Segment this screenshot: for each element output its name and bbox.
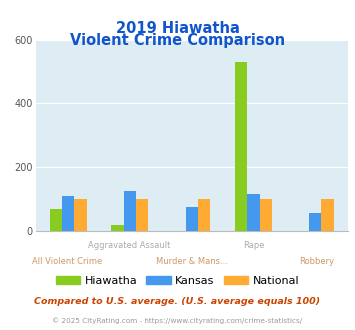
Bar — [75, 199, 87, 231]
Bar — [111, 225, 124, 231]
Bar — [124, 191, 136, 231]
Bar — [136, 199, 148, 231]
Legend: Hiawatha, Kansas, National: Hiawatha, Kansas, National — [51, 271, 304, 290]
Bar — [247, 194, 260, 231]
Bar — [50, 209, 62, 231]
Text: © 2025 CityRating.com - https://www.cityrating.com/crime-statistics/: © 2025 CityRating.com - https://www.city… — [53, 317, 302, 324]
Text: Compared to U.S. average. (U.S. average equals 100): Compared to U.S. average. (U.S. average … — [34, 297, 321, 307]
Bar — [260, 199, 272, 231]
Bar — [198, 199, 210, 231]
Text: All Violent Crime: All Violent Crime — [32, 257, 102, 266]
Bar — [309, 214, 321, 231]
Text: Robbery: Robbery — [299, 257, 334, 266]
Bar — [321, 199, 334, 231]
Text: Violent Crime Comparison: Violent Crime Comparison — [70, 33, 285, 48]
Bar — [235, 62, 247, 231]
Bar — [62, 196, 75, 231]
Text: Rape: Rape — [244, 241, 265, 250]
Text: Murder & Mans...: Murder & Mans... — [156, 257, 228, 266]
Text: Aggravated Assault: Aggravated Assault — [88, 241, 170, 250]
Text: 2019 Hiawatha: 2019 Hiawatha — [116, 20, 239, 36]
Bar — [186, 207, 198, 231]
